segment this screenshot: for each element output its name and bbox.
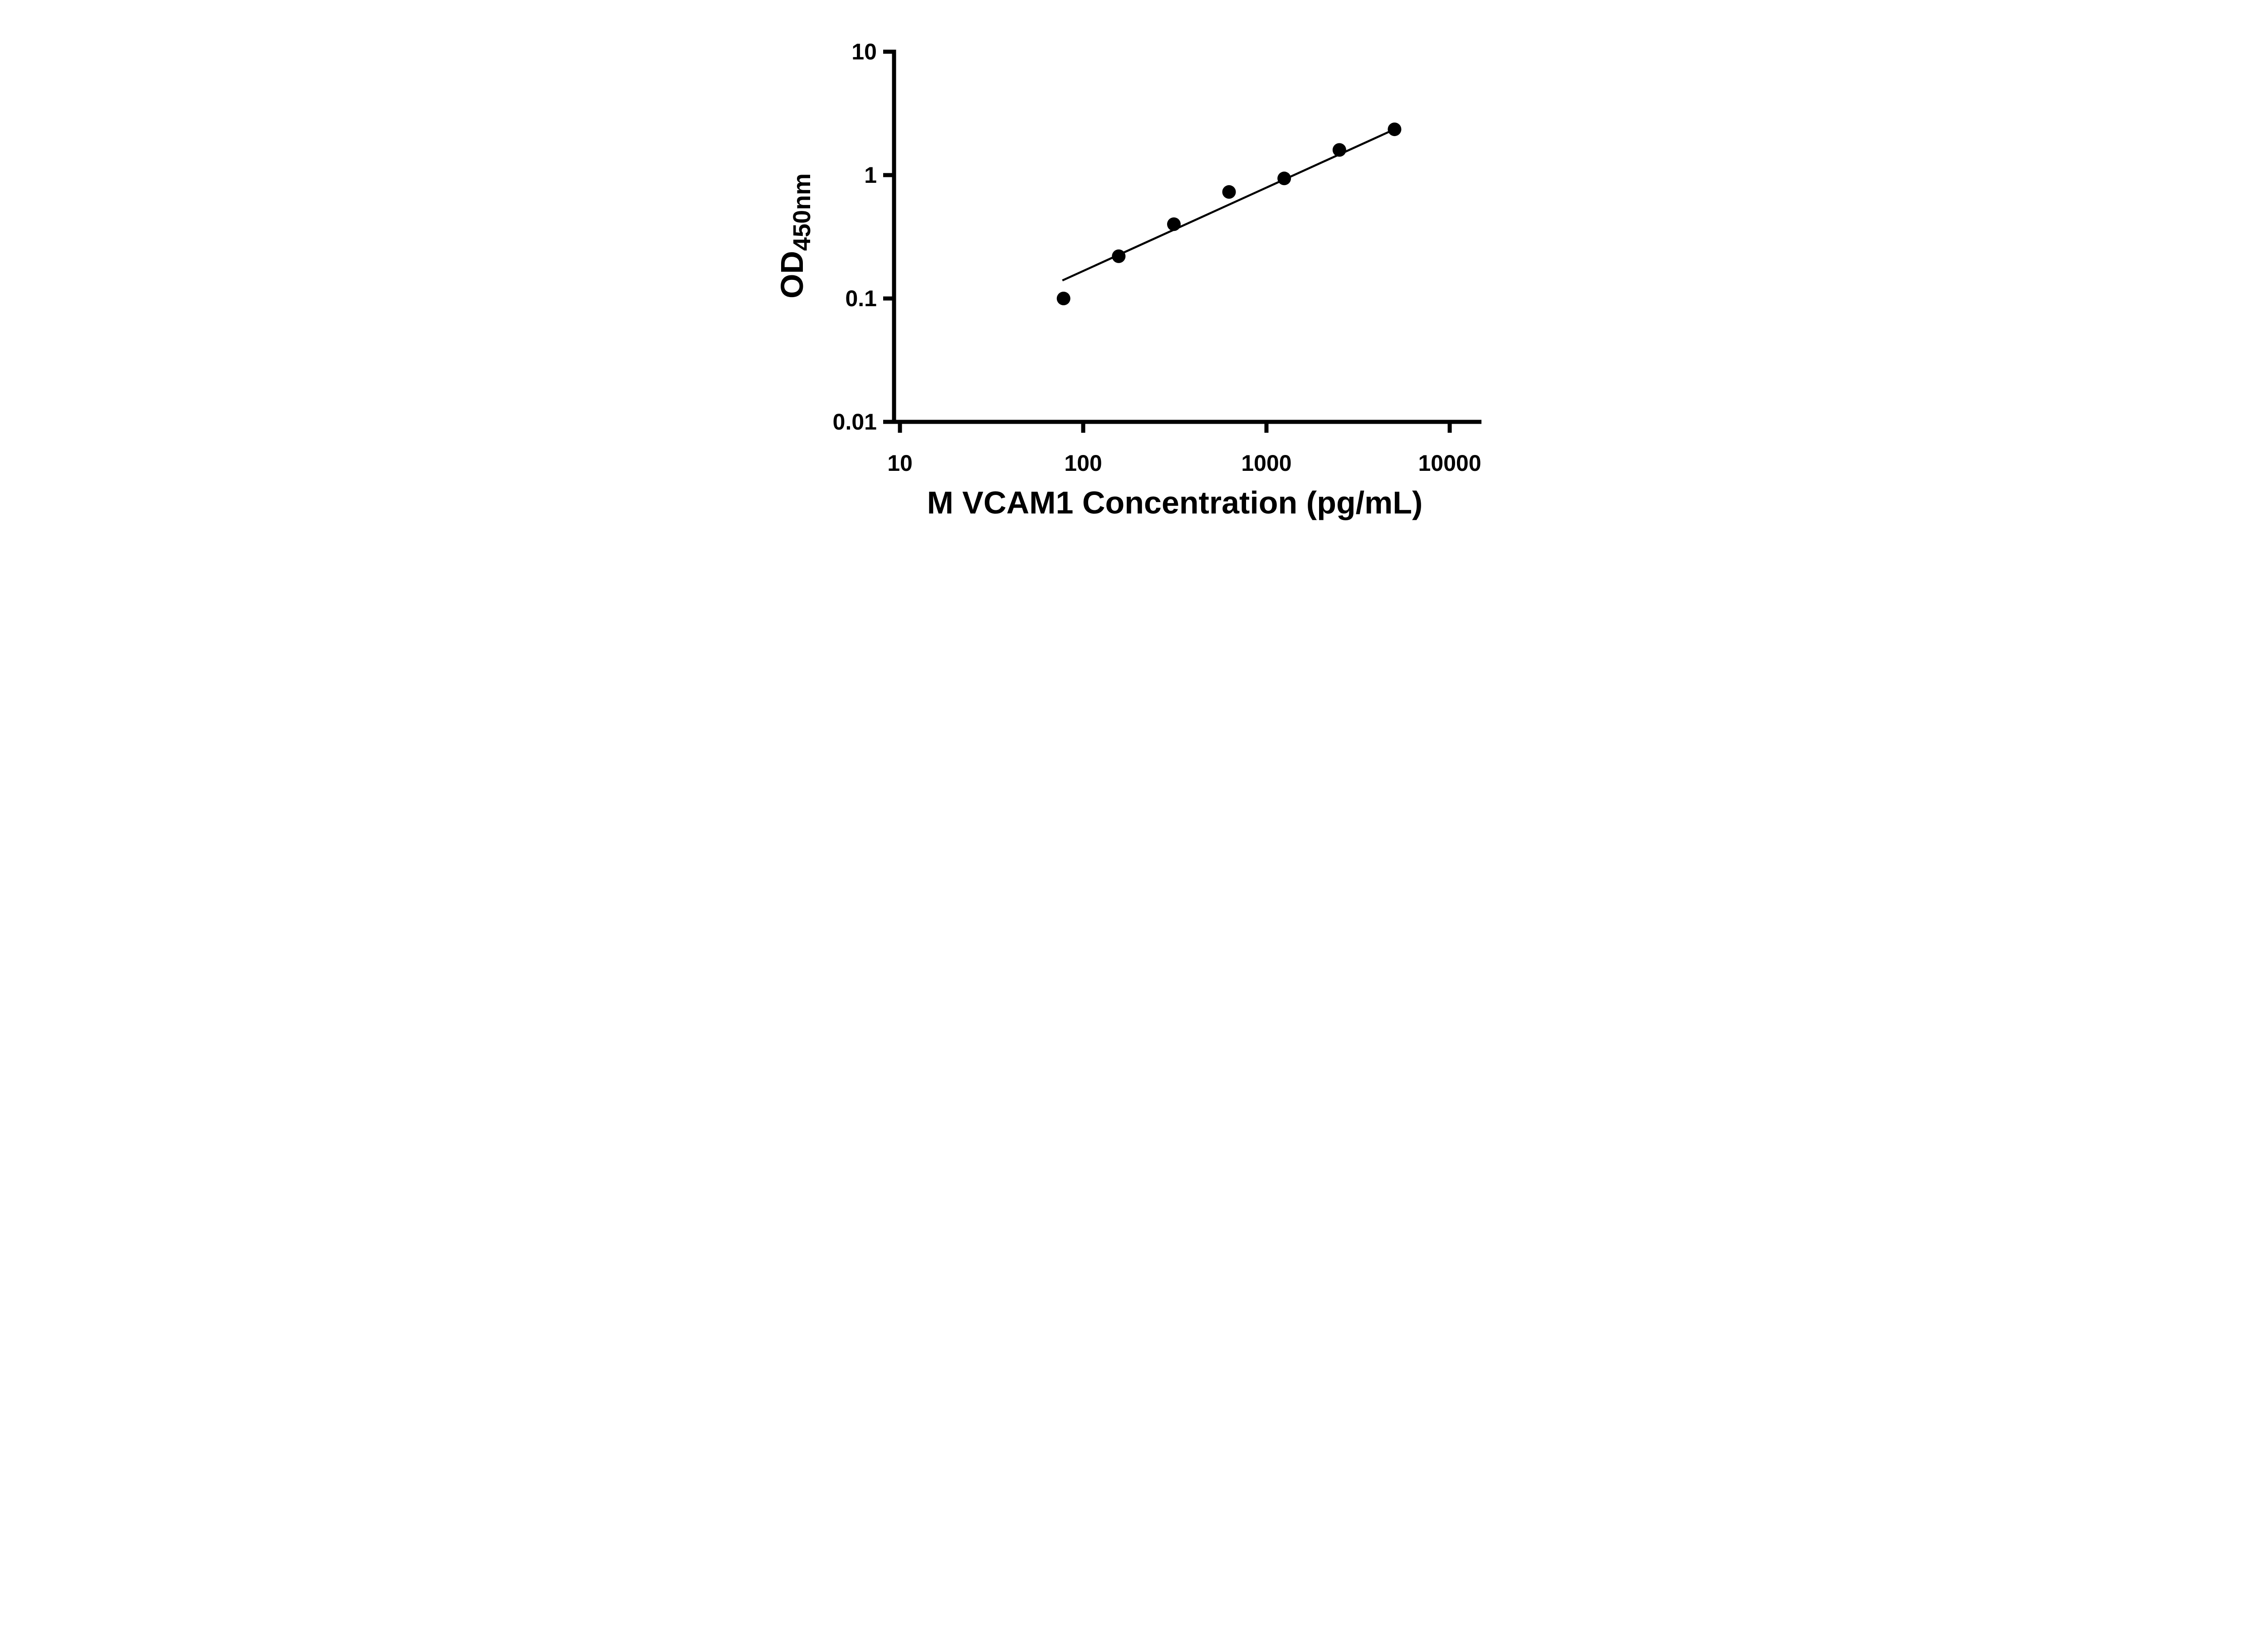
y-axis-title-main: OD [774, 251, 810, 298]
x-tick-label: 10000 [1418, 450, 1481, 476]
data-point [1167, 217, 1181, 231]
y-tick-label: 1 [864, 162, 877, 188]
y-axis-title: OD450nm [774, 173, 816, 298]
elisa-standard-curve-figure: 10 100 1000 10000 0.01 0.1 1 10 M VCAM1 Concent… [746, 0, 1522, 544]
y-tick-label: 0.1 [845, 286, 877, 311]
data-point [1388, 122, 1402, 137]
data-point [1332, 143, 1346, 157]
x-tick-label: 1000 [1241, 450, 1291, 476]
plot-area: 10 100 1000 10000 0.01 0.1 1 10 [833, 39, 1481, 476]
y-axis-title-sub: 450nm [788, 173, 816, 251]
x-tick-label: 10 [887, 450, 913, 476]
y-tick-label: 0.01 [833, 409, 877, 435]
x-axis-title: M VCAM1 Concentration (pg/mL) [927, 485, 1423, 520]
data-point [1277, 171, 1291, 186]
y-tick-label: 10 [851, 39, 877, 64]
standard-curve-chart: 10 100 1000 10000 0.01 0.1 1 10 M VCAM1 Concent… [774, 39, 1481, 520]
data-point [1112, 249, 1126, 263]
x-tick-label: 100 [1064, 450, 1102, 476]
data-point [1056, 292, 1070, 305]
data-point [1222, 185, 1236, 199]
